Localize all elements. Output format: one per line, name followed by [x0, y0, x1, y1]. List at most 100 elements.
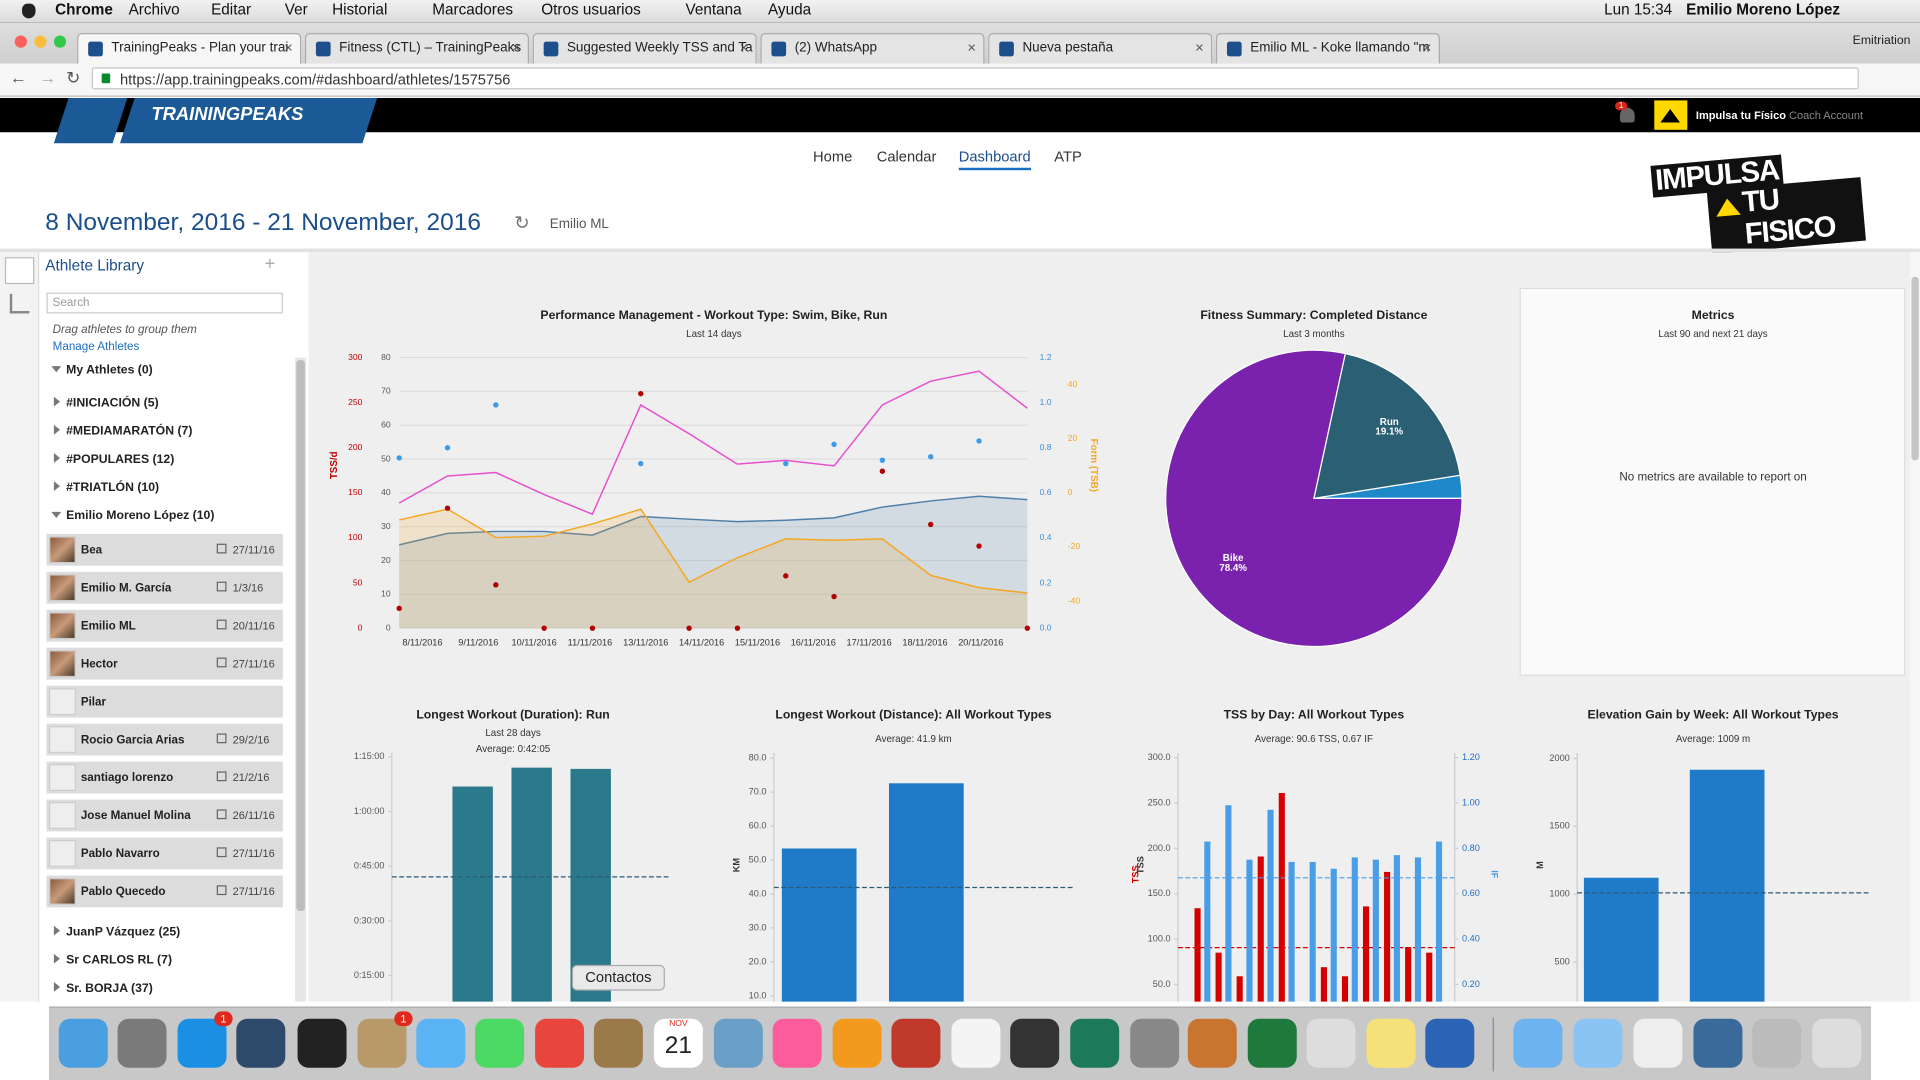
dock-icon[interactable]	[1130, 1018, 1180, 1068]
dock-icon[interactable]	[1306, 1018, 1356, 1068]
user-menu[interactable]: Emilio Moreno López	[1686, 1, 1841, 19]
scroll-thumb[interactable]	[296, 360, 305, 912]
athlete-row[interactable]: Bea 27/11/16	[46, 533, 283, 566]
dock-icon[interactable]: 1	[357, 1011, 413, 1068]
group-header[interactable]: Emilio Moreno López (10)	[51, 509, 214, 523]
group-header[interactable]: #POPULARES (12)	[51, 453, 174, 467]
page-scroll-thumb[interactable]	[1911, 276, 1919, 461]
tab-close[interactable]: ×	[511, 39, 521, 57]
tab-close[interactable]: ×	[284, 39, 293, 57]
group-header[interactable]: #INICIACIÓN (5)	[51, 396, 159, 410]
tab[interactable]: Nueva pestaña ×	[988, 33, 1213, 64]
athlete-row[interactable]: Emilio ML 20/11/16	[46, 609, 283, 642]
charts-tab[interactable]	[9, 293, 30, 314]
dock-icon[interactable]	[58, 1018, 108, 1068]
close-window[interactable]	[14, 35, 27, 48]
athlete-row[interactable]: Emilio M. García 1/3/16	[46, 571, 283, 604]
profile-name[interactable]: Emitriation	[1852, 34, 1911, 48]
menu-item[interactable]: Historial	[332, 1, 388, 19]
menu-item[interactable]: Ayuda	[767, 1, 812, 19]
dock-icon[interactable]	[535, 1018, 585, 1068]
menu-item[interactable]: Archivo	[128, 1, 180, 19]
athlete-row[interactable]: Rocio Garcia Arias 29/2/16	[46, 723, 283, 756]
dock-icon[interactable]: NOV 21	[653, 1018, 703, 1068]
nav-item[interactable]: ATP	[1054, 148, 1082, 166]
app-menu[interactable]: Chrome	[55, 1, 113, 19]
nav-item[interactable]: Dashboard	[958, 148, 1031, 171]
refresh-icon[interactable]: ↻	[514, 213, 530, 234]
menu-item[interactable]: Otros usuarios	[541, 1, 641, 19]
dock-icon[interactable]	[1187, 1018, 1237, 1068]
nav-item[interactable]: Home	[813, 148, 853, 166]
dock-icon[interactable]	[1513, 1018, 1563, 1068]
dock-icon[interactable]	[297, 1018, 347, 1068]
tab-close[interactable]: ×	[1195, 39, 1204, 57]
dock-icon[interactable]	[1752, 1018, 1802, 1068]
dock-icon[interactable]	[1633, 1018, 1683, 1068]
dock-icon[interactable]	[713, 1018, 763, 1068]
dock-icon[interactable]	[1366, 1018, 1416, 1068]
clock[interactable]: Lun 15:34	[1604, 1, 1673, 19]
tab[interactable]: Fitness (CTL) – TrainingPeaks ×	[304, 33, 529, 64]
dock-icon[interactable]	[117, 1018, 167, 1068]
dock-icon[interactable]	[1573, 1018, 1623, 1068]
search-field[interactable]: Search	[46, 292, 283, 314]
dock-icon[interactable]	[1070, 1018, 1120, 1068]
athlete-row[interactable]: Pablo Quecedo 27/11/16	[46, 875, 283, 908]
dock-icon[interactable]	[1010, 1018, 1060, 1068]
url-field[interactable]: https://app.trainingpeaks.com/#dashboard…	[91, 67, 1859, 90]
group-header[interactable]: JuanP Vázquez (25)	[51, 925, 180, 939]
tab-close[interactable]: ×	[967, 39, 976, 57]
athlete-row[interactable]: Pilar	[46, 685, 283, 718]
page-scrollbar[interactable]	[1910, 252, 1920, 1002]
menu-item[interactable]: Marcadores	[432, 1, 514, 19]
athlete-row[interactable]: Jose Manuel Molina 26/11/16	[46, 799, 283, 832]
apple-menu[interactable]	[22, 3, 36, 19]
notification-bell[interactable]	[1620, 107, 1635, 123]
account-logo[interactable]	[1654, 100, 1688, 130]
dock-icon[interactable]	[951, 1018, 1001, 1068]
athlete-row[interactable]: Pablo Navarro 27/11/16	[46, 837, 283, 870]
dock-icon[interactable]	[772, 1018, 822, 1068]
dock-icon[interactable]	[1812, 1018, 1862, 1068]
athlete-row[interactable]: santiago lorenzo 21/2/16	[46, 761, 283, 794]
x-tick-label: 9/11/2016	[458, 637, 498, 647]
menu-item[interactable]: Ventana	[685, 1, 742, 19]
library-tab[interactable]	[4, 257, 35, 285]
date-range[interactable]: 8 November, 2016 - 21 November, 2016	[45, 209, 481, 237]
nav-item[interactable]: Calendar	[876, 148, 937, 166]
dock-icon[interactable]	[475, 1018, 525, 1068]
dock-icon[interactable]	[1693, 1018, 1743, 1068]
menu-item[interactable]: Ver	[284, 1, 308, 19]
tab[interactable]: TrainingPeaks - Plan your trai ×	[77, 33, 302, 64]
dock-icon[interactable]	[891, 1018, 941, 1068]
add-athlete[interactable]: +	[264, 253, 276, 275]
athlete-row[interactable]: Hector 27/11/16	[46, 647, 283, 680]
group-header[interactable]: Sr CARLOS RL (7)	[51, 953, 172, 967]
minimize-window[interactable]	[34, 35, 47, 48]
tab-close[interactable]: ×	[1422, 39, 1432, 57]
group-header[interactable]: My Athletes (0)	[51, 364, 153, 377]
group-header[interactable]: #MEDIAMARATÓN (7)	[51, 424, 192, 438]
account-name[interactable]: Impulsa tu Físico	[1695, 108, 1786, 122]
back-button[interactable]: ←	[9, 67, 27, 87]
dock-icon[interactable]	[1425, 1018, 1475, 1068]
dock-icon[interactable]: 1	[177, 1011, 233, 1068]
reload-button[interactable]: ↻	[66, 67, 81, 87]
dock-icon[interactable]	[416, 1018, 466, 1068]
tab-close[interactable]: ×	[739, 39, 749, 57]
group-header[interactable]: #TRIATLÓN (10)	[51, 481, 159, 495]
tab[interactable]: (2) WhatsApp ×	[760, 33, 985, 64]
dock-icon[interactable]	[236, 1018, 286, 1068]
forward-button[interactable]: →	[39, 67, 57, 87]
tab[interactable]: Emilio ML - Koke llamando "m ×	[1215, 33, 1441, 64]
dock-icon[interactable]	[832, 1018, 882, 1068]
tab[interactable]: Suggested Weekly TSS and Ta ×	[532, 33, 757, 64]
dock-icon[interactable]	[1247, 1018, 1297, 1068]
dock-icon[interactable]	[593, 1018, 643, 1068]
scrollbar[interactable]	[295, 357, 307, 1002]
manage-athletes[interactable]: Manage Athletes	[52, 340, 140, 354]
group-header[interactable]: Sr. BORJA (37)	[51, 982, 153, 996]
menu-item[interactable]: Editar	[211, 1, 252, 19]
zoom-window[interactable]	[53, 35, 67, 48]
